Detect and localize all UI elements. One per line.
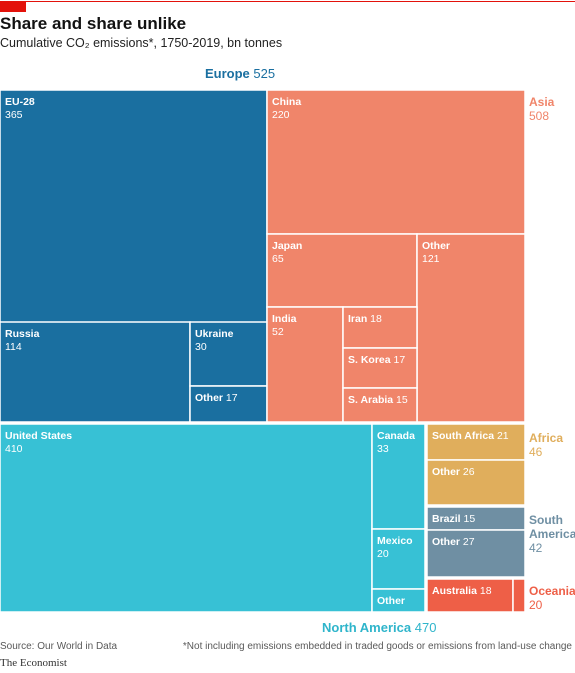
treemap-cell-europe-other xyxy=(189,385,268,423)
treemap-cell-africa-other xyxy=(426,459,526,506)
cell-label-south-america-other: Other 27 xyxy=(432,536,475,548)
south-america-name-line1: South xyxy=(529,513,563,527)
cell-label-asia-india: India xyxy=(272,313,297,325)
cell-value-africa-south-africa: 21 xyxy=(494,430,509,442)
cell-label-asia-s-arabia: S. Arabia 15 xyxy=(348,394,408,406)
treemap-cell-europe-ukraine xyxy=(189,321,268,387)
treemap-cell-north-america-mexico xyxy=(371,528,426,590)
brand-name: The Economist xyxy=(0,657,67,669)
cell-label-south-america-brazil: Brazil 15 xyxy=(432,513,475,525)
cell-label-europe-eu-28: EU-28 xyxy=(5,96,35,108)
south-america-total: 42 xyxy=(529,541,543,555)
cell-value-asia-s-korea: 17 xyxy=(391,354,406,366)
cell-label-europe-russia: Russia xyxy=(5,328,40,340)
europe-name: Europe xyxy=(205,66,250,81)
oceania-total: 20 xyxy=(529,598,543,612)
africa-total: 46 xyxy=(529,445,543,459)
cell-value-asia-other: 121 xyxy=(422,253,440,265)
cell-value-asia-s-arabia: 15 xyxy=(393,394,408,406)
asia-total: 508 xyxy=(529,109,550,123)
treemap-cell-north-america-canada xyxy=(371,423,426,530)
cell-value-asia-japan: 65 xyxy=(272,253,284,265)
treemap-cell-asia-japan xyxy=(266,233,418,308)
treemap-cell-oceania-other xyxy=(512,578,526,613)
cell-label-africa-south-africa: South Africa 21 xyxy=(432,430,509,442)
cell-label-europe-other: Other 17 xyxy=(195,392,238,404)
cell-value-europe-russia: 114 xyxy=(5,341,22,353)
cell-value-africa-other: 26 xyxy=(460,466,475,478)
treemap-cell-africa-south-africa xyxy=(426,423,526,461)
footnote: *Not including emissions embedded in tra… xyxy=(182,641,572,652)
oceania-name: Oceania xyxy=(529,584,575,598)
treemap-cell-asia-china xyxy=(266,89,526,235)
cell-value-asia-china: 220 xyxy=(272,109,290,121)
cell-value-south-america-other: 27 xyxy=(460,536,475,548)
cell-value-north-america-united-states: 410 xyxy=(5,443,23,455)
south-america-group-label: South America 42 xyxy=(529,513,575,555)
source-note: Source: Our World in Data xyxy=(0,641,118,652)
cell-value-asia-india: 52 xyxy=(272,326,284,338)
cell-value-north-america-canada: 33 xyxy=(377,443,389,455)
treemap-cell-south-america-other xyxy=(426,529,526,578)
chart-subtitle: Cumulative CO₂ emissions*, 1750-2019, bn… xyxy=(0,36,283,50)
north-america-group-label: North America 470 xyxy=(322,620,436,635)
cell-label-asia-other: Other xyxy=(422,240,450,252)
south-america-name-line2: America xyxy=(529,527,575,541)
cell-value-south-america-brazil: 15 xyxy=(461,513,476,525)
cell-label-asia-iran: Iran 18 xyxy=(348,313,382,325)
cell-label-oceania-australia: Australia 18 xyxy=(432,585,492,597)
cell-label-europe-ukraine: Ukraine xyxy=(195,328,234,340)
treemap-cell-north-america-other xyxy=(371,588,426,613)
top-rule xyxy=(0,1,575,2)
treemap-cell-asia-other xyxy=(416,233,526,423)
cell-label-north-america-other: Other xyxy=(377,595,405,607)
treemap-cell-north-america-united-states xyxy=(0,423,373,613)
africa-group-label: Africa 46 xyxy=(529,431,563,459)
cell-value-europe-ukraine: 30 xyxy=(195,341,207,353)
cell-label-north-america-united-states: United States xyxy=(5,430,72,442)
asia-group-label: Asia 508 xyxy=(529,95,554,123)
cell-label-north-america-mexico: Mexico xyxy=(377,535,413,547)
cell-label-africa-other: Other 26 xyxy=(432,466,475,478)
europe-total: 525 xyxy=(253,66,276,81)
cell-value-oceania-australia: 18 xyxy=(477,585,492,597)
cell-value-europe-eu-28: 365 xyxy=(5,109,23,121)
cell-label-asia-s-korea: S. Korea 17 xyxy=(348,354,405,366)
cell-value-asia-iran: 18 xyxy=(367,313,382,325)
treemap-cell-asia-india xyxy=(266,306,344,423)
red-tag xyxy=(0,2,26,12)
cell-label-north-america-canada: Canada xyxy=(377,430,415,442)
cell-value-europe-other: 17 xyxy=(223,392,238,404)
cell-value-north-america-mexico: 20 xyxy=(377,548,389,560)
chart-title: Share and share unlike xyxy=(0,14,187,33)
africa-name: Africa xyxy=(529,431,564,445)
oceania-group-label: Oceania 20 xyxy=(529,584,575,612)
europe-group-label: Europe 525 xyxy=(205,66,275,81)
cell-label-asia-japan: Japan xyxy=(272,240,302,252)
north-america-name: North America xyxy=(322,620,412,635)
asia-name: Asia xyxy=(529,95,555,109)
cell-label-asia-china: China xyxy=(272,96,301,108)
north-america-total: 470 xyxy=(414,620,437,635)
treemap-cell-asia-s-korea xyxy=(342,347,418,389)
treemap-cell-asia-s-arabia xyxy=(342,387,418,423)
